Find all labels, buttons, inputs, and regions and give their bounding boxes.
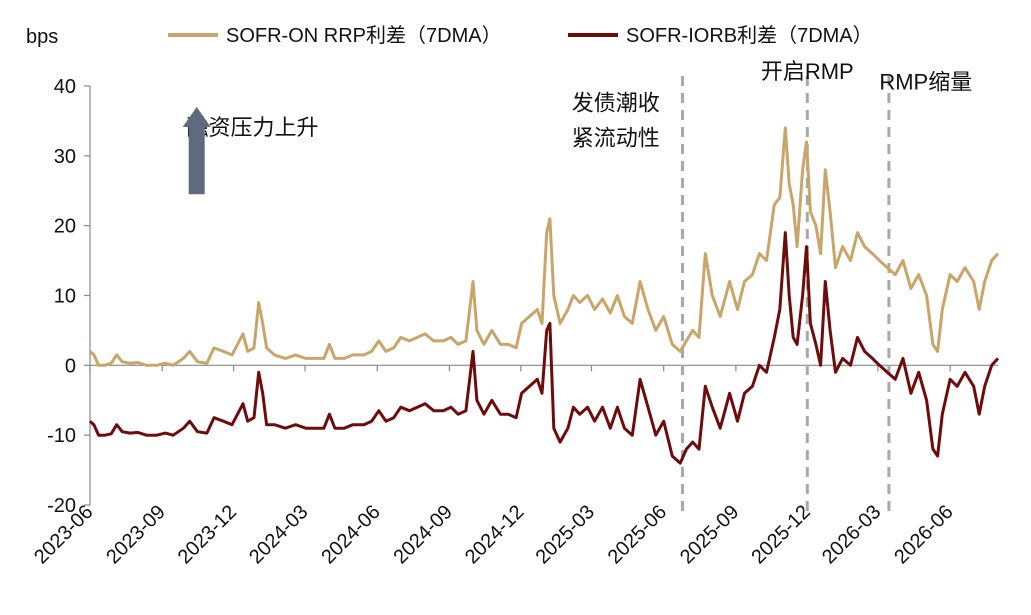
y-tick-label: -10 [47, 425, 76, 447]
y-tick-label: 10 [54, 286, 76, 308]
x-tick-label: 2024-09 [390, 501, 457, 568]
x-tick-label: 2026-06 [890, 501, 957, 568]
x-tick-label: 2024-03 [245, 501, 312, 568]
x-tick-label: 2026-03 [818, 501, 885, 568]
x-tick-label: 2024-12 [461, 501, 528, 568]
x-tick-label: 2024-06 [317, 501, 384, 568]
x-tick-label: 2025-12 [747, 501, 814, 568]
y-tick-label: 40 [54, 76, 76, 98]
x-tick-label: 2023-12 [174, 501, 241, 568]
y-axis: 40 30 20 10 0 -10 -20 [47, 76, 91, 517]
y-tick-label: 30 [54, 146, 76, 168]
y-tick-label: 0 [65, 355, 76, 377]
series-lines [88, 126, 1000, 465]
x-tick-label: 2025-03 [532, 501, 599, 568]
x-tick-label: 2023-09 [102, 501, 169, 568]
x-tick-label: 2025-06 [604, 501, 671, 568]
annotation-text: 发债潮收 [572, 90, 660, 115]
up-arrow-icon [182, 107, 211, 195]
x-axis: 2023-06 2023-09 2023-12 2024-03 2024-06 2024-… [30, 364, 998, 568]
series-line-2 [88, 231, 1000, 465]
annotation-text: 紧流动性 [572, 125, 660, 150]
y-axis-unit-label: bps [26, 26, 58, 48]
x-tick-label: 2025-09 [676, 501, 743, 568]
arrow-icon-group [182, 107, 211, 195]
legend-label-sofr-iorb: SOFR-IORB利差（7DMA） [626, 24, 873, 47]
y-tick-label: 20 [54, 216, 76, 238]
series-line-1 [88, 126, 1000, 367]
annotation-text: 融资压力上升 [186, 115, 318, 140]
y-tick-label: -20 [47, 495, 76, 517]
legend-label-sofr-on-rrp: SOFR-ON RRP利差（7DMA） [226, 24, 502, 47]
annotation-text: RMP缩量 [879, 69, 972, 94]
legend: SOFR-ON RRP利差（7DMA） SOFR-IORB利差（7DMA） [168, 24, 873, 47]
annotation-text: 开启RMP [761, 59, 854, 84]
